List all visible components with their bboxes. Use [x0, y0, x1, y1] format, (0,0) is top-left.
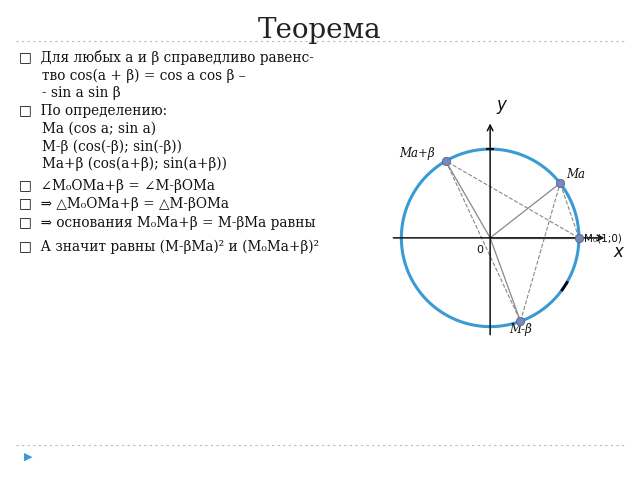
Text: Ma (cos a; sin a): Ma (cos a; sin a) — [42, 122, 156, 136]
Text: M-β (cos(-β); sin(-β)): M-β (cos(-β); sin(-β)) — [42, 139, 182, 154]
Text: $\mathit{y}$: $\mathit{y}$ — [497, 98, 509, 116]
Text: ▶: ▶ — [24, 452, 33, 462]
Text: □  ⇒ основания M₀Ma+β = M-βMa равны: □ ⇒ основания M₀Ma+β = M-βMa равны — [19, 216, 316, 230]
Point — [440, 157, 451, 165]
Text: Теорема: Теорема — [258, 17, 382, 44]
Text: □  По определению:: □ По определению: — [19, 104, 167, 118]
Text: □  Для любых a и β справедливо равенс-: □ Для любых a и β справедливо равенс- — [19, 50, 314, 65]
Point — [515, 317, 525, 325]
Text: Ma+β (cos(a+β); sin(a+β)): Ma+β (cos(a+β); sin(a+β)) — [42, 156, 227, 171]
Point — [555, 180, 565, 187]
Text: тво cos(a + β) = cos a cos β –: тво cos(a + β) = cos a cos β – — [42, 68, 245, 83]
Text: 0: 0 — [476, 245, 483, 255]
Text: □  А значит равны (M-βMa)² и (M₀Ma+β)²: □ А значит равны (M-βMa)² и (M₀Ma+β)² — [19, 240, 319, 254]
Text: Ma: Ma — [566, 168, 586, 181]
Text: Ma+β: Ma+β — [399, 146, 435, 159]
Text: □  ⇒ △M₀OMa+β = △M-βOMa: □ ⇒ △M₀OMa+β = △M-βOMa — [19, 197, 229, 211]
Point — [574, 234, 584, 242]
Text: M-β: M-β — [509, 323, 532, 336]
Text: - sin a sin β: - sin a sin β — [42, 86, 120, 100]
Text: M₀(1;0): M₀(1;0) — [584, 233, 622, 243]
Text: $\mathit{x}$: $\mathit{x}$ — [612, 243, 625, 261]
Text: □  ∠M₀OMa+β = ∠M-βOMa: □ ∠M₀OMa+β = ∠M-βOMa — [19, 179, 215, 192]
